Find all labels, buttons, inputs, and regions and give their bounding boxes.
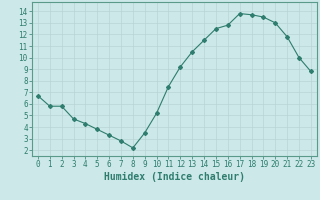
X-axis label: Humidex (Indice chaleur): Humidex (Indice chaleur): [104, 172, 245, 182]
